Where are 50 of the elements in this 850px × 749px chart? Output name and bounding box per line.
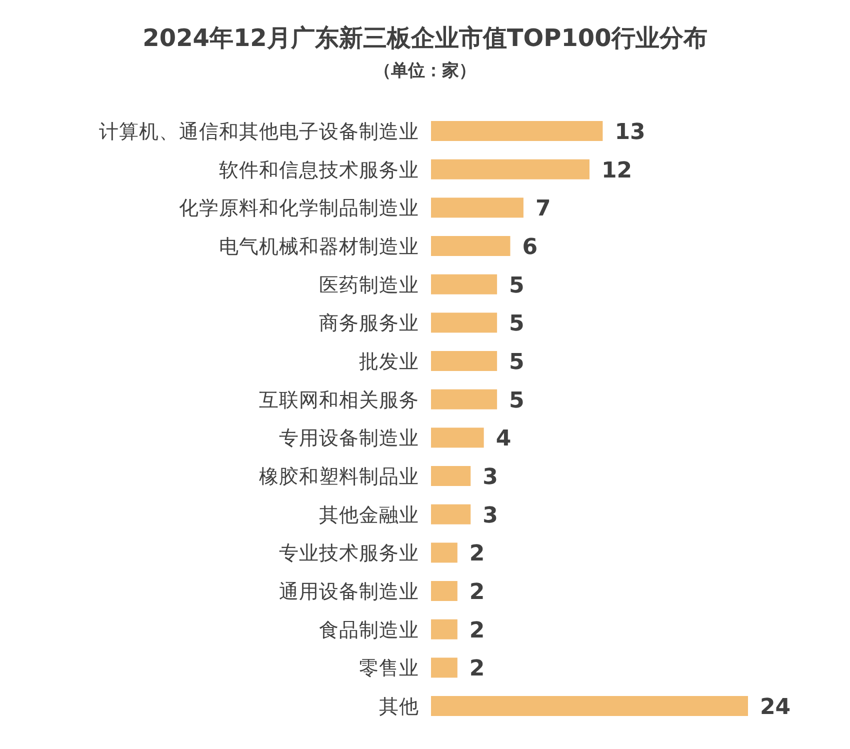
chart-subtitle: （单位：家）	[374, 61, 476, 81]
data-label: 6	[522, 235, 538, 260]
data-label: 5	[509, 388, 524, 414]
y-tick-label: 医药制造业	[319, 273, 419, 296]
bar	[431, 466, 471, 486]
bar	[431, 428, 484, 448]
bar	[431, 542, 458, 563]
data-label: 13	[614, 120, 646, 145]
y-tick-label: 橡胶和塑料制品业	[259, 465, 419, 488]
data-label: 7	[535, 196, 551, 222]
y-tick-label: 专业技术服务业	[279, 542, 419, 565]
data-label: 4	[496, 426, 512, 452]
data-label: 12	[602, 158, 632, 184]
bar	[431, 389, 498, 410]
chart-title: 2024年12月广东新三板企业市值TOP100行业分布	[142, 24, 708, 52]
y-tick-label: 批发业	[359, 350, 419, 373]
bar	[431, 619, 458, 640]
data-label: 2	[469, 656, 485, 682]
data-label: 5	[509, 273, 524, 298]
bar	[431, 351, 498, 371]
data-label: 2	[469, 542, 485, 567]
data-label: 2	[469, 580, 485, 605]
bar	[431, 581, 458, 601]
y-tick-label: 其他金融业	[319, 503, 419, 526]
bar	[431, 312, 498, 333]
data-label: 5	[509, 312, 524, 337]
bar	[431, 658, 458, 678]
y-tick-label: 零售业	[359, 656, 419, 680]
y-tick-label: 商务服务业	[319, 312, 419, 335]
y-tick-label: 互联网和相关服务	[259, 388, 419, 412]
y-tick-label: 化学原料和化学制品制造业	[179, 196, 419, 220]
bar	[431, 159, 590, 180]
data-label: 2	[469, 618, 485, 644]
bar	[431, 198, 524, 218]
y-tick-label: 软件和信息技术服务业	[219, 158, 419, 182]
bar	[431, 274, 498, 294]
data-label: 3	[482, 503, 498, 528]
data-label: 24	[760, 695, 791, 720]
y-tick-label: 其他	[379, 695, 419, 718]
bar	[431, 236, 510, 256]
y-tick-label: 专用设备制造业	[279, 426, 419, 450]
bar	[431, 504, 471, 524]
bar	[431, 696, 748, 716]
y-tick-label: 食品制造业	[319, 618, 419, 642]
y-tick-label: 计算机、通信和其他电子设备制造业	[99, 120, 419, 143]
y-tick-label: 电气机械和器材制造业	[219, 235, 419, 258]
bar	[431, 121, 603, 141]
y-tick-label: 通用设备制造业	[279, 580, 419, 603]
data-label: 3	[482, 465, 498, 490]
data-label: 5	[509, 350, 524, 375]
